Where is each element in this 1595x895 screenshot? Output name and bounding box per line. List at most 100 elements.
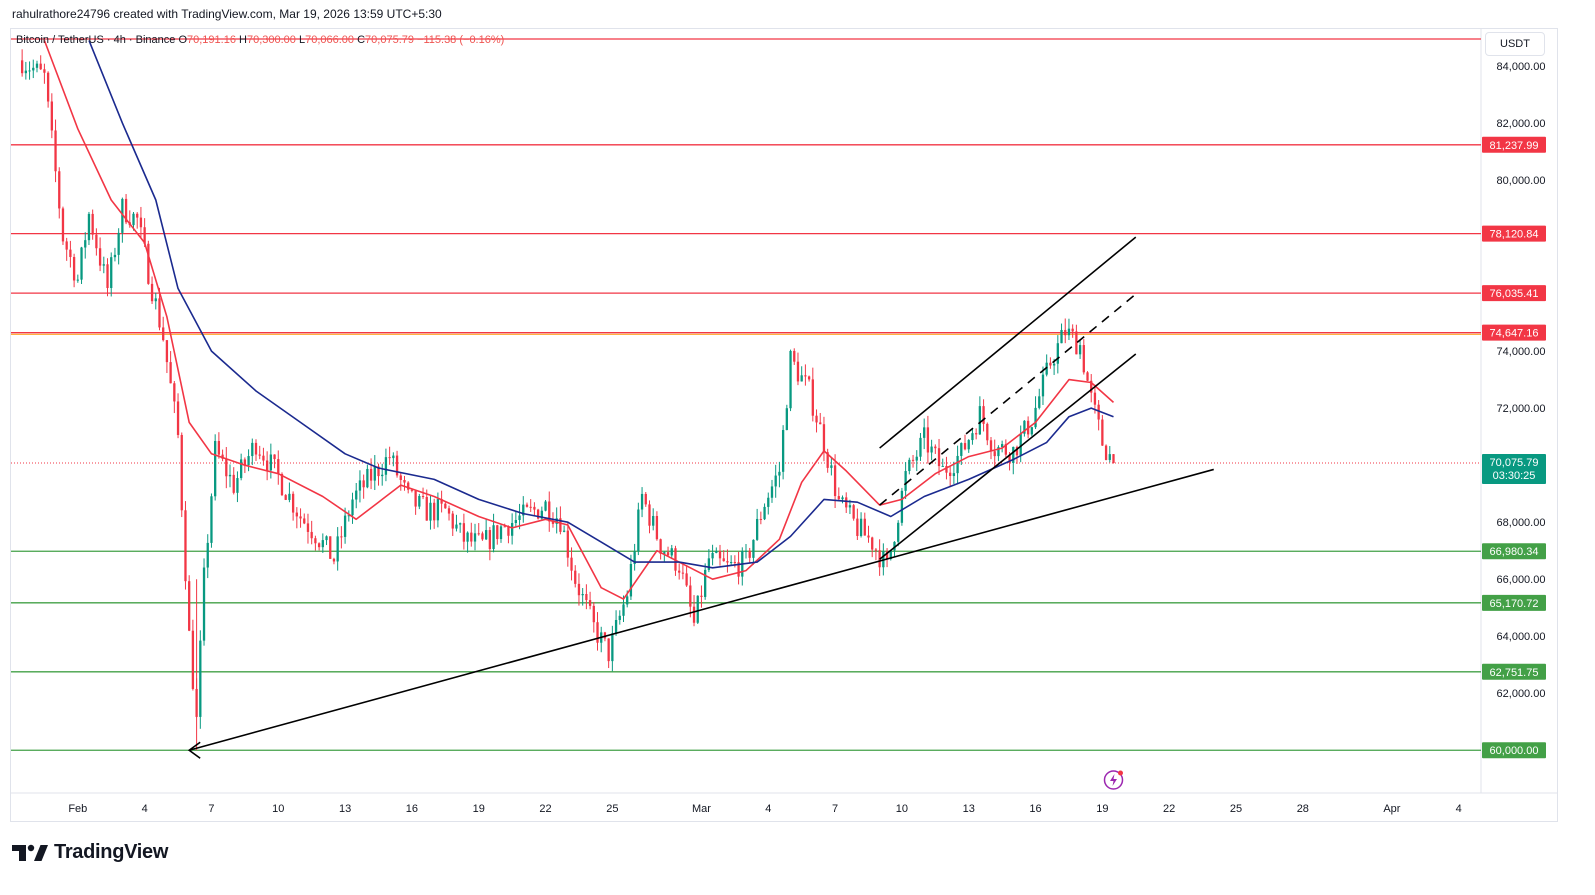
candle-body [923, 427, 926, 438]
level-price-tag[interactable] [1482, 136, 1546, 153]
high-value: 70,300.00 [246, 34, 296, 46]
ema-slow-line[interactable] [88, 40, 1114, 569]
candle-body [904, 471, 907, 491]
candle-body [269, 454, 272, 471]
candle-body [540, 510, 543, 519]
open-value: 70,191.16 [187, 34, 236, 46]
change-value: −115.38 (−0.16%) [417, 34, 505, 46]
candle-body [685, 573, 688, 586]
candle-body [217, 440, 221, 455]
level-price-tag[interactable] [1482, 543, 1546, 560]
candle-body [551, 521, 555, 524]
trendline-channel-upper[interactable] [879, 236, 1137, 449]
candle-body [700, 595, 703, 597]
candle-body [392, 455, 395, 459]
candle-body [295, 512, 298, 517]
candle-body [110, 257, 113, 289]
candle-body [262, 455, 265, 461]
candle-body [1049, 362, 1052, 366]
candle-body [395, 455, 399, 476]
trendline-arrowhead [187, 741, 201, 759]
candle-body [154, 298, 157, 302]
candle-body [444, 503, 447, 509]
candle-body [221, 454, 224, 459]
candle-body [1104, 445, 1108, 460]
candle-body [280, 473, 284, 496]
candle-body [978, 406, 982, 435]
time-tick-label: Feb [68, 803, 87, 815]
candle-body [321, 540, 324, 548]
candle-body [273, 454, 276, 460]
candle-body [1052, 363, 1056, 366]
candle-body [291, 493, 295, 513]
candle-body [577, 583, 581, 596]
candle-body [503, 526, 506, 528]
chart-frame: 84,000.00 82,000.00 80,000.00 74,000.00 72,0… [10, 28, 1558, 822]
candle-body [971, 433, 974, 441]
candle-body [770, 486, 774, 498]
level-price-tag[interactable] [1482, 285, 1546, 302]
candle-body [759, 518, 762, 520]
candle-body [347, 515, 350, 517]
event-flash-dot [1118, 770, 1123, 776]
low-label: L [298, 34, 306, 46]
candle-body [455, 524, 458, 529]
close-label: C [357, 34, 366, 46]
candle-body [607, 638, 610, 662]
candle-body [763, 506, 766, 520]
candle-body [518, 515, 521, 521]
candle-body [76, 279, 79, 281]
candle-body [499, 526, 503, 540]
level-price-tag[interactable] [1482, 225, 1546, 242]
candle-body [35, 63, 39, 68]
brand-name: TradingView [54, 840, 169, 863]
trendline-channel-middle[interactable] [879, 293, 1137, 506]
trendline-rising-support[interactable] [188, 468, 1214, 752]
price-tick-label: 84,000.00 [1497, 61, 1546, 73]
level-price-label: 66,980.34 [1490, 546, 1539, 558]
candle-body [84, 240, 87, 248]
candle-body [381, 474, 384, 477]
candle-body [815, 415, 818, 423]
tradingview-logo[interactable]: TradingView [12, 838, 168, 866]
level-price-label: 76,035.41 [1490, 288, 1539, 300]
candle-body [184, 510, 187, 582]
candle-body [603, 632, 607, 639]
candle-body [1030, 427, 1033, 435]
candle-body [106, 264, 109, 289]
candle-body [718, 551, 722, 559]
candle-body [98, 248, 102, 266]
candle-body [1004, 444, 1007, 455]
currency-unit-button[interactable]: USDT [1485, 32, 1545, 56]
candle-body [410, 489, 414, 491]
ema-fast-line[interactable] [43, 40, 1115, 600]
trendline-channel-lower[interactable] [879, 353, 1137, 560]
candle-body [1019, 433, 1022, 456]
candle-body [243, 459, 247, 466]
level-price-tag[interactable] [1482, 663, 1546, 680]
candle-body [911, 459, 915, 461]
candle-body [681, 572, 685, 574]
candle-body [1078, 345, 1082, 355]
candle-body [1108, 454, 1111, 460]
candle-body [793, 350, 796, 362]
candle-body [555, 518, 558, 524]
price-chart[interactable]: 84,000.00 82,000.00 80,000.00 74,000.00 72,0… [11, 29, 1557, 821]
price-tick-label: 68,000.00 [1497, 517, 1546, 529]
symbol-name[interactable]: Bitcoin / TetherUS · 4h · Binance [16, 34, 176, 46]
candle-body [132, 213, 135, 226]
time-tick-label: 4 [765, 803, 771, 815]
candle-body [139, 217, 143, 228]
candle-body [399, 475, 402, 480]
event-flash-bolt [1110, 774, 1117, 786]
level-price-tag[interactable] [1482, 594, 1546, 611]
candle-body [355, 490, 358, 500]
level-price-tag[interactable] [1482, 742, 1546, 759]
candle-body [778, 471, 781, 476]
candle-body [941, 465, 944, 467]
candle-body [188, 581, 191, 631]
candle-body [95, 234, 98, 249]
candle-body [210, 496, 213, 543]
level-price-tag[interactable] [1482, 324, 1546, 341]
candle-body [807, 376, 811, 380]
